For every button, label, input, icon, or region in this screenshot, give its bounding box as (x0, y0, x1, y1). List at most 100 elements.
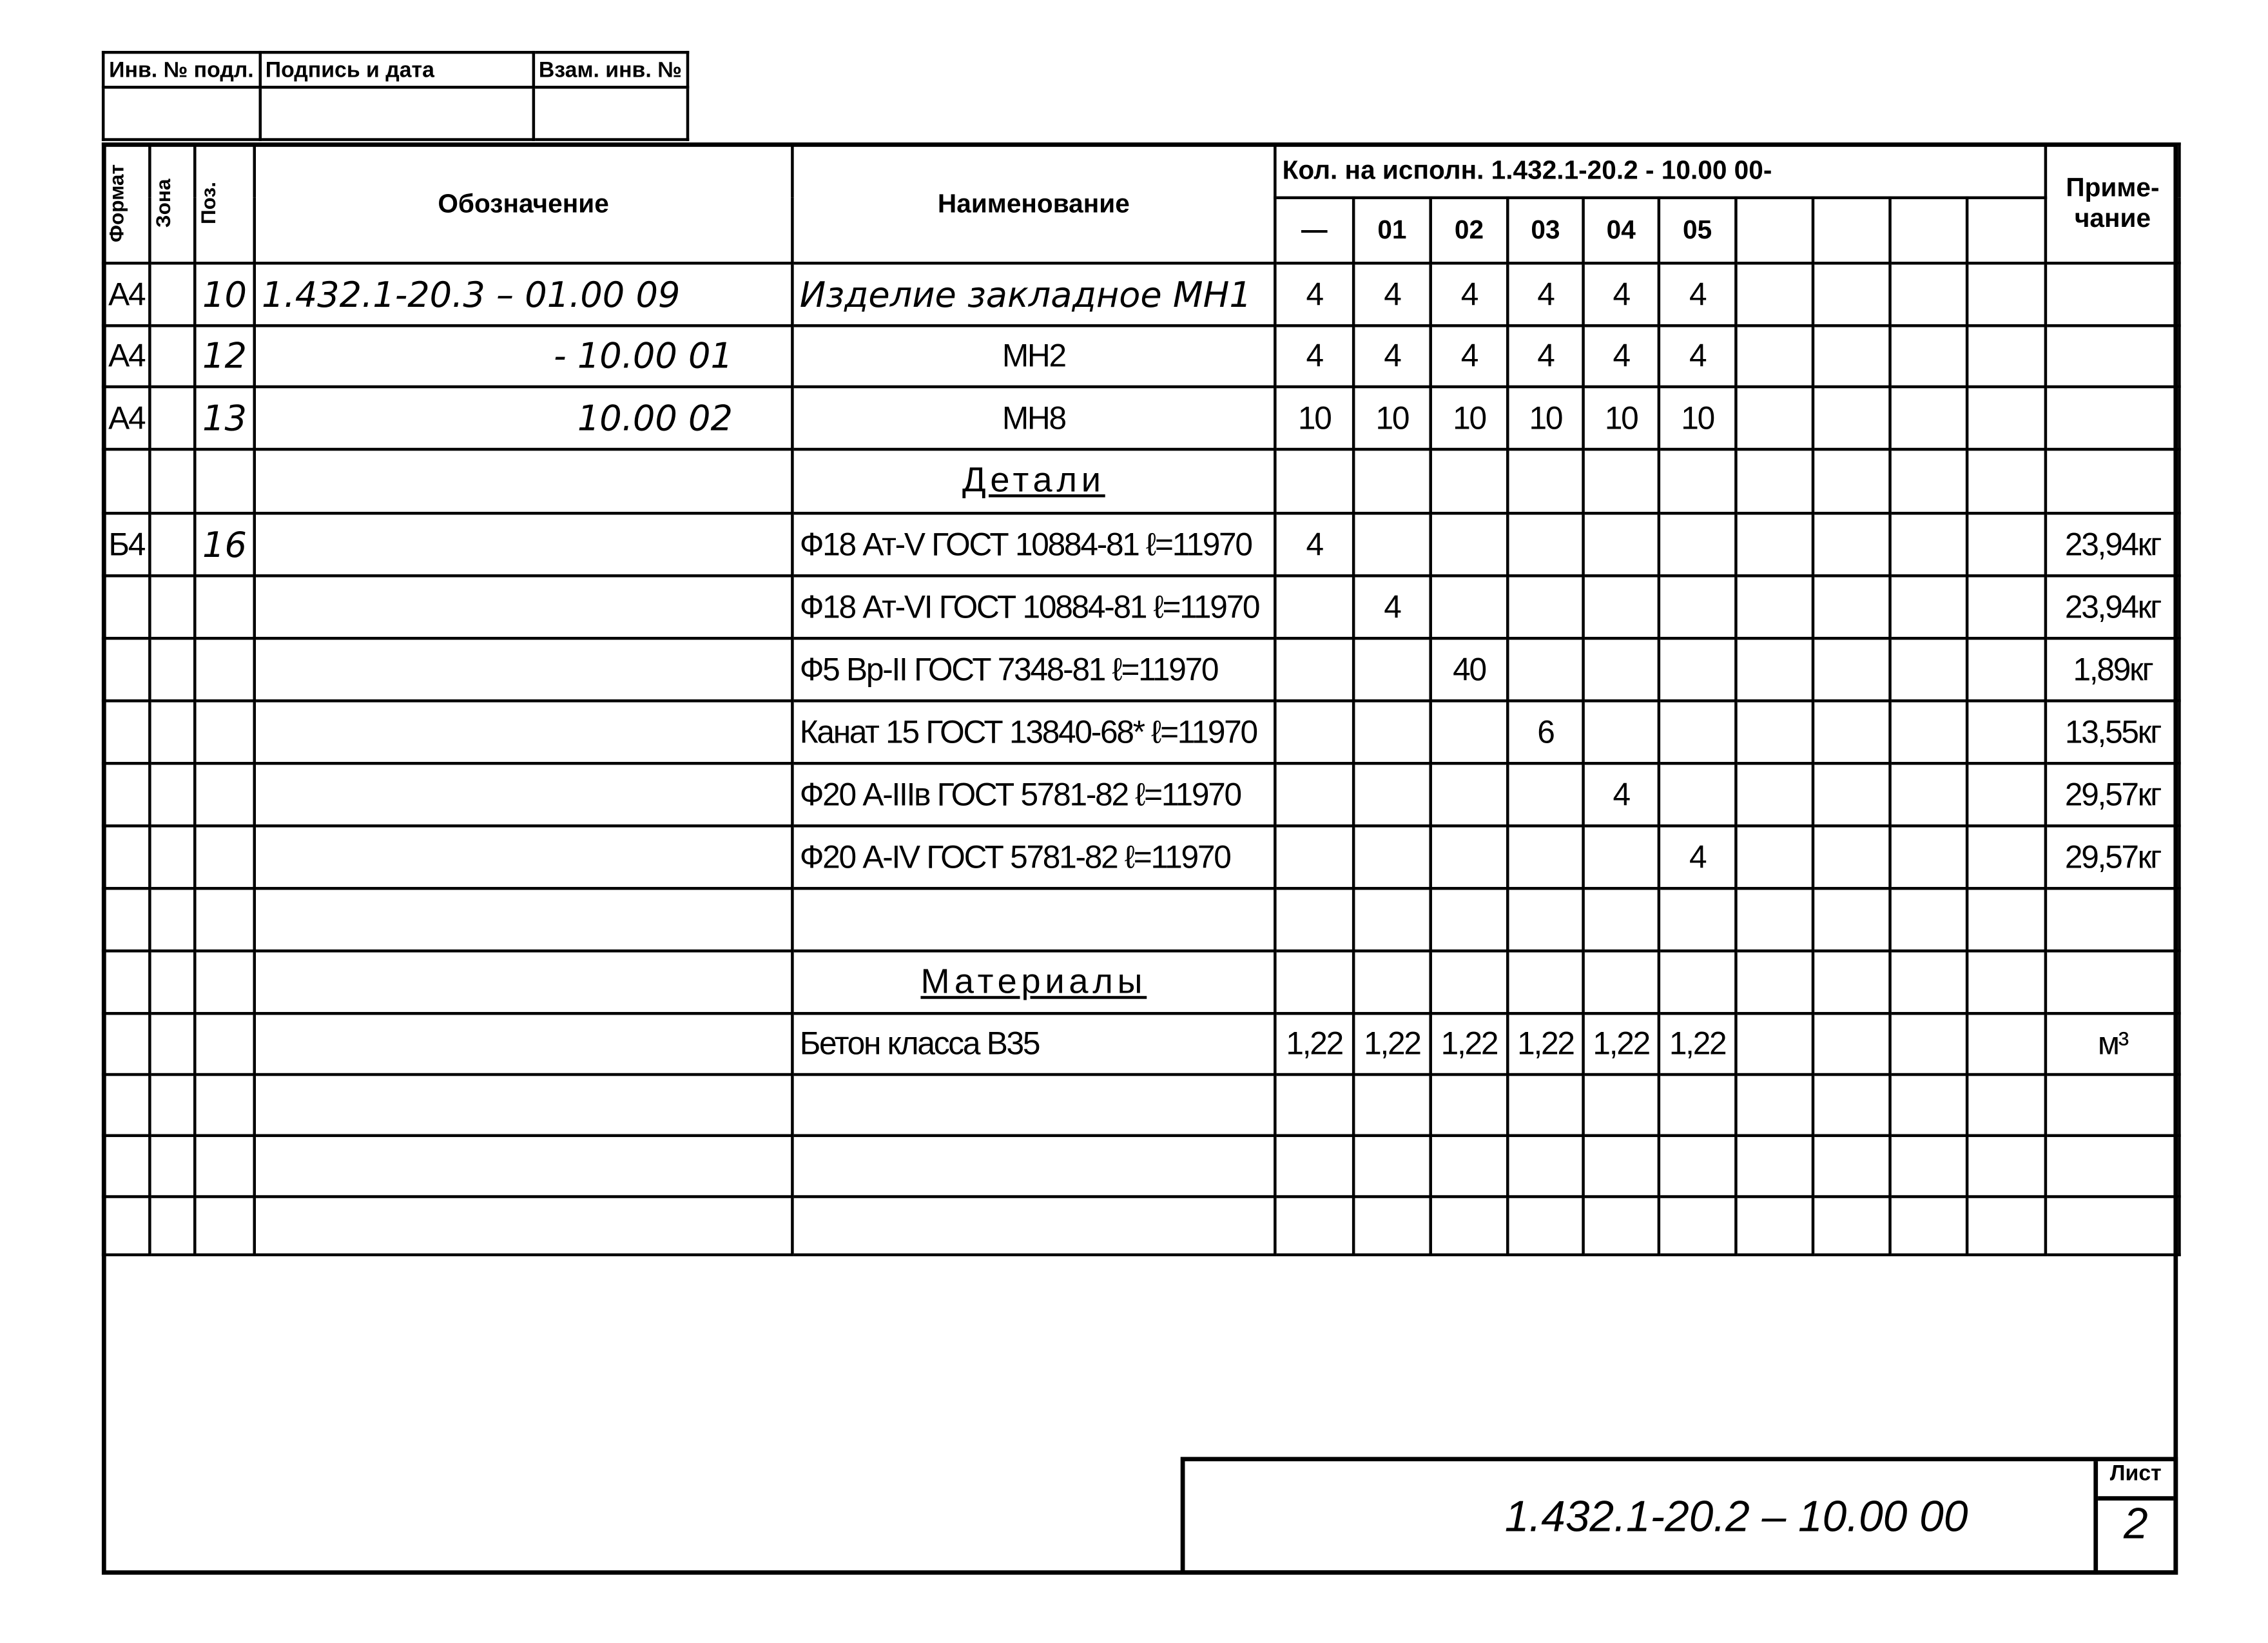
cell-qty-6 (1734, 699, 1815, 765)
header-variant-9 (1965, 196, 2048, 265)
cell-qty-9 (1965, 637, 2048, 703)
cell-qty-3: 1,22 (1506, 1012, 1585, 1076)
cell-note (2044, 1073, 2182, 1138)
cell-qty-2 (1429, 949, 1509, 1015)
cell-qty-5 (1657, 699, 1738, 765)
cell-qty-4: 10 (1582, 385, 1661, 451)
title-block: 1.432.1-20.2 – 10.00 00 Лист 2 (1180, 1457, 2178, 1575)
cell-qty-3 (1506, 574, 1585, 640)
cell-qty-1 (1352, 1134, 1432, 1198)
cell-note (2044, 949, 2182, 1015)
header-qty-title: Кол. на исполн. 1.432.1-20.2 - 10.00 00- (1274, 142, 2048, 200)
header-note: Приме-чание (2044, 142, 2182, 265)
header-variant-6 (1734, 196, 1815, 265)
header-variant-7 (1811, 196, 1892, 265)
table-row: Ф20 А-IIIв ГОСТ 5781-82 ℓ=11970 4 29,57кг (101, 762, 2182, 828)
table-row: А4 12- 10.00 01 МН2 4 4 4 4 4 4 (101, 324, 2182, 389)
cell-qty-7 (1811, 512, 1892, 578)
cell-qty-1 (1352, 1195, 1432, 1257)
cell-name: Ф18 Ат-V ГОСТ 10884-81 ℓ=11970 (791, 512, 1277, 578)
table-row: Бетон класса В35 1,22 1,22 1,22 1,22 1,22 1,22… (101, 1012, 2182, 1076)
specification-table: Формат Зона Поз. Обозначение Наименовани… (101, 142, 2182, 1257)
cell-zone (148, 324, 197, 389)
cell-name: Ф20 А-IV ГОСТ 5781-82 ℓ=11970 (791, 824, 1277, 890)
cell-qty-7 (1811, 949, 1892, 1015)
cell-qty-8 (1888, 637, 1969, 703)
cell-format (101, 1134, 151, 1198)
cell-qty-8 (1888, 512, 1969, 578)
cell-qty-7 (1811, 324, 1892, 389)
cell-name: Ф5 Вр-II ГОСТ 7348-81 ℓ=11970 (791, 637, 1277, 703)
cell-qty-4 (1582, 637, 1661, 703)
header-format-text: Формат (104, 164, 128, 243)
cell-qty-6 (1734, 324, 1815, 389)
cell-format (101, 887, 151, 953)
cell-qty-0 (1274, 949, 1355, 1015)
signature-date-value (258, 86, 535, 141)
sheet-label: Лист (2098, 1461, 2174, 1501)
cell-format (101, 699, 151, 765)
table-row: А4 10 1.432.1-20.3 – 01.00 09 Изделие закла… (101, 262, 2182, 327)
cell-format: А4 (101, 262, 151, 327)
cell-name: Изделие закладное МН1 (791, 262, 1277, 327)
cell-qty-8 (1888, 1073, 1969, 1138)
sheet-number: 2 (2123, 1500, 2148, 1549)
table-row (101, 887, 2182, 953)
cell-qty-9 (1965, 574, 2048, 640)
cell-name: Ф20 А-IIIв ГОСТ 5781-82 ℓ=11970 (791, 762, 1277, 828)
cell-qty-3 (1506, 949, 1585, 1015)
cell-qty-5: 4 (1657, 262, 1738, 327)
cell-name: Бетон класса В35 (791, 1012, 1277, 1076)
cell-qty-5 (1657, 1195, 1738, 1257)
cell-note (2044, 324, 2182, 389)
cell-format: А4 (101, 385, 151, 451)
cell-qty-5 (1657, 512, 1738, 578)
cell-qty-7 (1811, 1012, 1892, 1076)
cell-pos: 12 (193, 324, 257, 389)
cell-name (791, 1073, 1277, 1138)
cell-qty-6 (1734, 762, 1815, 828)
cell-qty-8 (1888, 1195, 1969, 1257)
cell-qty-3: 4 (1506, 262, 1585, 327)
cell-qty-9 (1965, 1134, 2048, 1198)
cell-qty-7 (1811, 1134, 1892, 1198)
cell-qty-5: 4 (1657, 324, 1738, 389)
approval-stamp: Инв. № подл. Подпись и дата Взам. инв. № (101, 50, 690, 141)
cell-qty-6 (1734, 447, 1815, 515)
cell-qty-8 (1888, 762, 1969, 828)
cell-qty-3 (1506, 637, 1585, 703)
cell-qty-0 (1274, 699, 1355, 765)
cell-qty-4: 1,22 (1582, 1012, 1661, 1076)
header-designation: Обозначение (253, 142, 794, 265)
header-pos-text: Поз. (196, 182, 220, 225)
cell-qty-0 (1274, 1195, 1355, 1257)
header-variant-5: 05 (1657, 196, 1738, 265)
cell-note: 13,55кг (2044, 699, 2182, 765)
cell-note: м³ (2044, 1012, 2182, 1076)
cell-qty-7 (1811, 762, 1892, 828)
cell-qty-1 (1352, 699, 1432, 765)
cell-qty-8 (1888, 824, 1969, 890)
cell-qty-5 (1657, 762, 1738, 828)
cell-qty-7 (1811, 1195, 1892, 1257)
cell-qty-7 (1811, 385, 1892, 451)
cell-pos (193, 824, 257, 890)
table-row: Канат 15 ГОСТ 13840-68* ℓ=11970 6 13,55кг (101, 699, 2182, 765)
cell-designation: 10.00 02 (253, 385, 794, 451)
sheet-cell: Лист 2 (2093, 1461, 2174, 1575)
cell-qty-5: 4 (1657, 824, 1738, 890)
cell-format (101, 762, 151, 828)
cell-qty-9 (1965, 1012, 2048, 1076)
cell-qty-5 (1657, 1073, 1738, 1138)
cell-qty-0: 4 (1274, 262, 1355, 327)
cell-designation (253, 1134, 794, 1198)
cell-qty-4: 4 (1582, 324, 1661, 389)
cell-qty-5 (1657, 447, 1738, 515)
cell-qty-3 (1506, 824, 1585, 890)
header-variant-0: — (1274, 196, 1355, 265)
cell-qty-9 (1965, 1073, 2048, 1138)
inv-no-label: Инв. № подл. (101, 50, 261, 89)
cell-qty-2 (1429, 447, 1509, 515)
cell-qty-4 (1582, 512, 1661, 578)
cell-format: А4 (101, 324, 151, 389)
